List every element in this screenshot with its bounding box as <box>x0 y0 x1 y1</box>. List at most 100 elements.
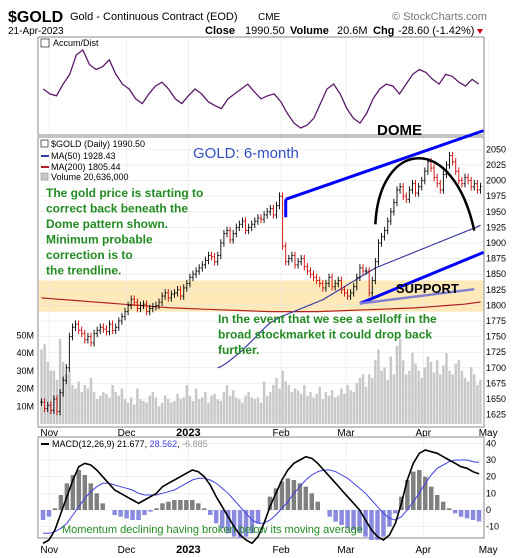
volume-bar <box>315 393 318 424</box>
macd-hist-bar <box>160 503 165 510</box>
macd-hist-bar <box>285 478 291 510</box>
month-label: Dec <box>118 545 136 556</box>
volume-bar <box>299 393 303 424</box>
macd-hist-bar <box>58 495 64 510</box>
price-bar <box>126 301 130 316</box>
macd-tick-label: 20 <box>486 472 496 482</box>
volume-tick-label: 40M <box>16 348 34 358</box>
price-bar <box>312 270 315 282</box>
volume-bar <box>435 360 439 424</box>
macd-hist-bar <box>440 501 446 510</box>
volume-bar <box>327 395 331 424</box>
volume-bar <box>108 397 111 424</box>
price-tick-label: 2000 <box>486 176 506 186</box>
price-bar <box>52 395 56 415</box>
volume-bar <box>259 402 263 424</box>
price-tick-label: 1925 <box>486 222 506 232</box>
price-bar <box>318 276 322 288</box>
price-bar <box>395 186 399 207</box>
close-label: Close <box>205 25 235 37</box>
price-bar <box>340 276 343 294</box>
macd-hist-bar <box>40 510 46 520</box>
price-bar <box>219 239 223 260</box>
price-bar <box>40 398 43 406</box>
volume-bar <box>173 400 176 424</box>
macd-hist-bar <box>357 510 362 532</box>
price-bar <box>173 289 176 298</box>
price-bar <box>420 176 424 191</box>
legend-volume: Volume 20,636,000 <box>51 172 129 182</box>
price-grid <box>40 138 489 426</box>
volume-bar <box>256 397 260 424</box>
volume-bar <box>355 383 359 424</box>
macd-hist-bar <box>196 503 201 510</box>
volume-bar <box>197 399 201 424</box>
price-bar <box>352 282 356 297</box>
note-1-line: The gold price is starting to <box>46 186 203 200</box>
ma50-line <box>217 224 481 369</box>
price-bar <box>64 364 68 385</box>
volume-bar <box>411 353 414 424</box>
volume-tick-label: 30M <box>16 366 34 376</box>
macd-hist-bar <box>237 510 243 539</box>
macd-hist-bar <box>279 481 285 510</box>
volume-bar <box>194 388 198 424</box>
macd-hist-bar <box>70 475 76 510</box>
price-bar <box>160 292 164 307</box>
volume-bar <box>89 377 93 424</box>
volume-bar <box>139 399 142 424</box>
price-bar <box>170 290 173 302</box>
price-tick-label: 1775 <box>486 316 506 326</box>
macd-tick-label: 10 <box>486 488 496 498</box>
support-ray <box>359 287 475 305</box>
volume-bar <box>188 395 192 424</box>
month-label: Feb <box>272 428 290 439</box>
price-bar <box>435 173 439 188</box>
volume-bar <box>321 399 325 424</box>
volume-bar <box>432 372 436 424</box>
macd-hist-bar <box>154 508 159 510</box>
volume-bar <box>414 363 417 424</box>
price-bar <box>86 332 90 344</box>
macd-hist-bar <box>136 510 141 520</box>
price-bar <box>302 254 306 271</box>
price-bar <box>139 301 142 313</box>
exchange-label: CME <box>258 12 281 23</box>
volume-bar <box>210 395 213 424</box>
volume-bar <box>445 353 448 424</box>
macd-hist-bar <box>213 510 219 524</box>
volume-bar <box>231 390 235 424</box>
volume-bar <box>340 388 343 424</box>
price-bar <box>241 217 244 229</box>
macd-hist-bar <box>464 510 470 519</box>
price-tick-label: 1650 <box>486 394 506 404</box>
volume-bar <box>191 400 195 424</box>
price-bar <box>234 223 238 238</box>
price-bar <box>213 252 216 266</box>
price-tick-label: 1900 <box>486 238 506 248</box>
volume-value: 20.6M <box>337 25 368 37</box>
volume-bar <box>426 356 430 424</box>
price-bar <box>358 264 362 282</box>
macd-hist-bar <box>363 510 368 537</box>
volume-bar <box>71 384 74 424</box>
volume-bar <box>133 404 136 424</box>
volume-bar <box>278 388 281 424</box>
price-bar <box>185 279 189 292</box>
price-tick-label: 1700 <box>486 363 506 373</box>
volume-bar <box>352 392 355 424</box>
price-bar <box>355 273 359 291</box>
price-bar <box>383 226 386 241</box>
price-bar <box>114 323 118 335</box>
macd-hist-bar <box>82 475 88 510</box>
macd-hist-bar <box>255 510 261 524</box>
macd-hist-bar <box>458 510 464 517</box>
macd-hist-bar <box>327 510 332 517</box>
volume-bar <box>343 393 346 424</box>
legend-price: $GOLD (Daily) 1990.50 <box>51 139 145 149</box>
legend-ma50: MA(50) 1928.43 <box>51 151 116 161</box>
price-bar <box>414 179 417 197</box>
price-bar <box>95 326 99 338</box>
macd-hist-bar <box>88 483 94 510</box>
volume-bar <box>160 402 164 424</box>
